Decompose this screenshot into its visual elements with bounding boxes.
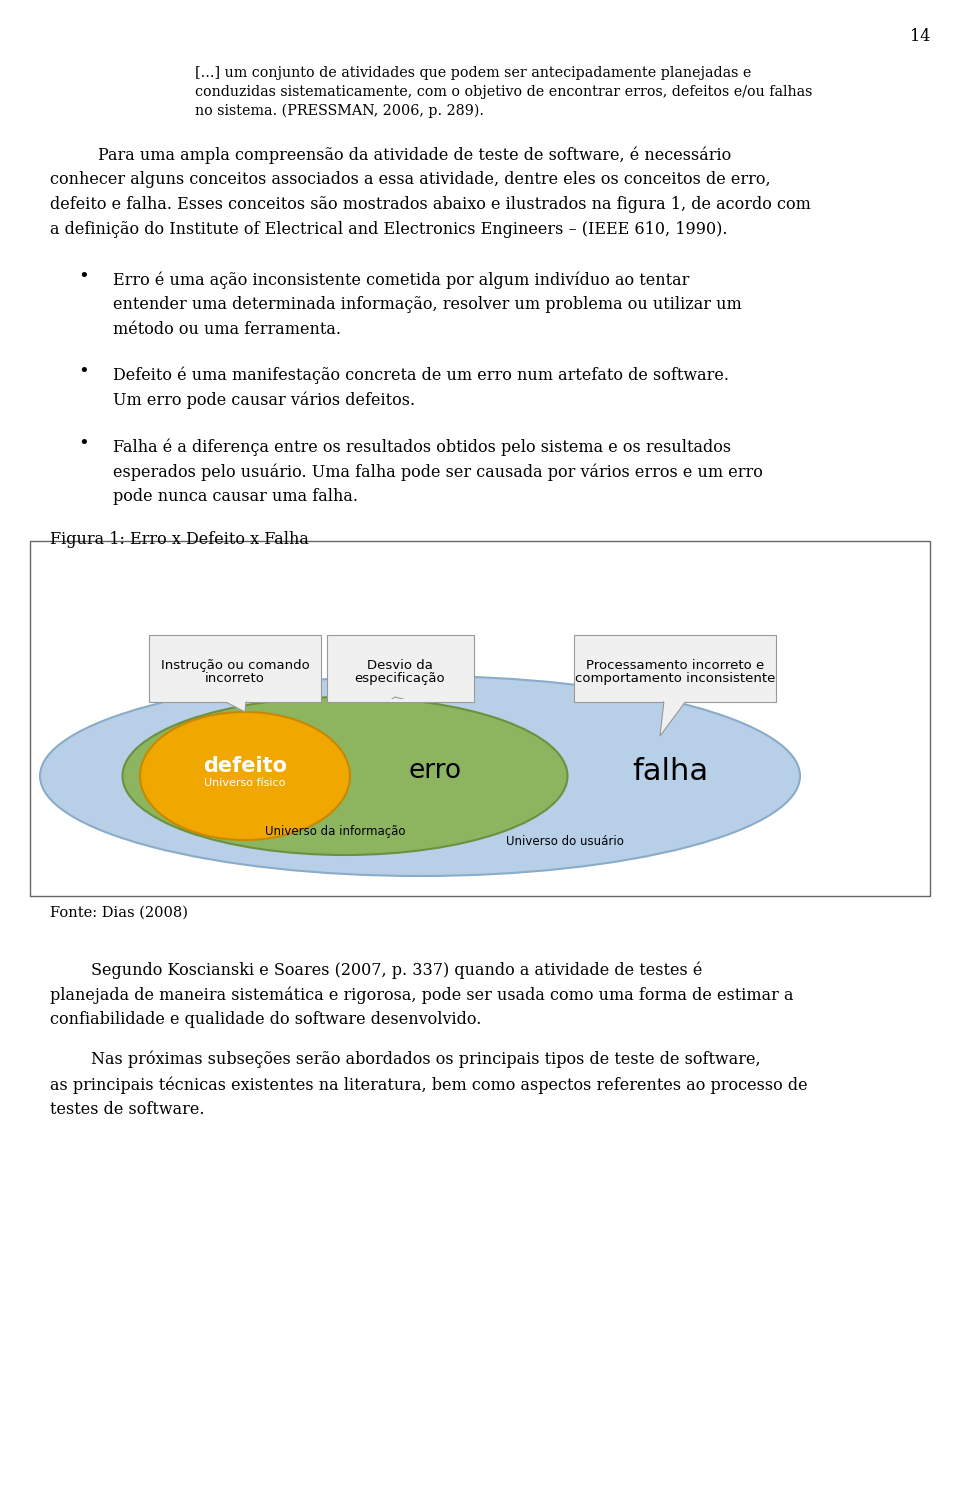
Text: a definição do Institute of Electrical and Electronics Engineers – (IEEE 610, 19: a definição do Institute of Electrical a… (50, 221, 728, 238)
Text: defeito e falha. Esses conceitos são mostrados abaixo e ilustrados na figura 1, : defeito e falha. Esses conceitos são mos… (50, 196, 811, 212)
Text: incorreto: incorreto (205, 672, 265, 685)
Text: 14: 14 (910, 29, 930, 45)
Bar (30, 541, 930, 896)
Bar (664, 699, 686, 702)
Text: [...] um conjunto de atividades que podem ser antecipadamente planejadas e: [...] um conjunto de atividades que pode… (195, 66, 752, 80)
Text: Universo da informação: Universo da informação (265, 824, 405, 837)
Text: planejada de maneira sistemática e rigorosa, pode ser usada como uma forma de es: planejada de maneira sistemática e rigor… (50, 986, 794, 1003)
Ellipse shape (40, 676, 800, 876)
Text: conhecer alguns conceitos associados a essa atividade, dentre eles os conceitos : conhecer alguns conceitos associados a e… (50, 172, 771, 188)
Ellipse shape (140, 712, 350, 840)
FancyBboxPatch shape (574, 636, 776, 702)
Text: Figura 1: Erro x Defeito x Falha: Figura 1: Erro x Defeito x Falha (50, 532, 309, 548)
Text: erro: erro (408, 758, 462, 785)
Text: •: • (78, 363, 88, 381)
Text: Desvio da: Desvio da (367, 660, 433, 672)
Text: Universo do usuário: Universo do usuário (506, 834, 624, 848)
Text: pode nunca causar uma falha.: pode nunca causar uma falha. (113, 488, 358, 505)
Text: especificação: especificação (354, 672, 445, 685)
Text: Processamento incorreto e: Processamento incorreto e (586, 660, 764, 672)
Text: Falha é a diferença entre os resultados obtidos pelo sistema e os resultados: Falha é a diferença entre os resultados … (113, 438, 732, 455)
Text: método ou uma ferramenta.: método ou uma ferramenta. (113, 321, 341, 337)
Text: Erro é uma ação inconsistente cometida por algum indivíduo ao tentar: Erro é uma ação inconsistente cometida p… (113, 271, 689, 289)
Polygon shape (389, 697, 411, 700)
Text: •: • (78, 268, 88, 286)
Text: Um erro pode causar vários defeitos.: Um erro pode causar vários defeitos. (113, 392, 415, 408)
Text: as principais técnicas existentes na literatura, bem como aspectos referentes ao: as principais técnicas existentes na lit… (50, 1075, 807, 1093)
Text: esperados pelo usuário. Uma falha pode ser causada por vários erros e um erro: esperados pelo usuário. Uma falha pode s… (113, 462, 763, 480)
Text: defeito: defeito (203, 756, 287, 776)
Text: Fonte: Dias (2008): Fonte: Dias (2008) (50, 907, 188, 920)
Polygon shape (224, 700, 246, 712)
Polygon shape (660, 700, 686, 736)
Bar (389, 699, 411, 702)
Text: Universo físico: Universo físico (204, 779, 286, 788)
Text: Segundo Koscianski e Soares (2007, p. 337) quando a atividade de testes é: Segundo Koscianski e Soares (2007, p. 33… (50, 961, 703, 979)
Bar (224, 699, 246, 702)
Text: conduzidas sistematicamente, com o objetivo de encontrar erros, defeitos e/ou fa: conduzidas sistematicamente, com o objet… (195, 84, 812, 99)
Text: Para uma ampla compreensão da atividade de teste de software, é necessário: Para uma ampla compreensão da atividade … (98, 146, 732, 164)
Text: testes de software.: testes de software. (50, 1101, 204, 1117)
Text: falha: falha (632, 756, 708, 786)
Text: no sistema. (PRESSMAN, 2006, p. 289).: no sistema. (PRESSMAN, 2006, p. 289). (195, 104, 484, 119)
Text: •: • (78, 435, 88, 453)
Text: entender uma determinada informação, resolver um problema ou utilizar um: entender uma determinada informação, res… (113, 297, 742, 313)
Ellipse shape (123, 697, 567, 855)
Text: confiabilidade e qualidade do software desenvolvido.: confiabilidade e qualidade do software d… (50, 1011, 481, 1029)
Text: Nas próximas subseções serão abordados os principais tipos de teste de software,: Nas próximas subseções serão abordados o… (50, 1051, 760, 1068)
FancyBboxPatch shape (326, 636, 473, 702)
FancyBboxPatch shape (149, 636, 321, 702)
Text: comportamento inconsistente: comportamento inconsistente (575, 672, 775, 685)
Text: Defeito é uma manifestação concreta de um erro num artefato de software.: Defeito é uma manifestação concreta de u… (113, 366, 729, 384)
Text: Instrução ou comando: Instrução ou comando (160, 660, 309, 672)
